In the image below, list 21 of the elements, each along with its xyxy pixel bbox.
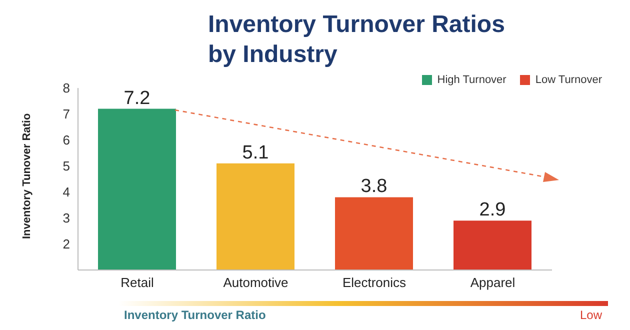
y-tick-label: 5: [62, 158, 70, 174]
y-tick-label: 7: [62, 106, 70, 122]
x-axis-title: Inventory Turnover Ratio: [124, 308, 266, 322]
data-label: 7.2: [124, 88, 150, 109]
y-tick-label: 3: [62, 210, 70, 226]
y-axis-title: Inventory Tunover Ratio: [20, 113, 33, 239]
chart-title: Inventory Turnover Ratios by Industry: [208, 10, 506, 70]
y-tick-label: 8: [62, 80, 70, 96]
x-tick-label: Automotive: [223, 275, 288, 290]
y-tick-label: 4: [62, 184, 70, 200]
legend-label: High Turnover: [436, 74, 506, 86]
x-tick-label: Apparel: [470, 275, 516, 290]
data-label: 3.8: [360, 176, 388, 198]
x-tick-label: Electronics: [342, 275, 407, 290]
data-label: 2.9: [479, 200, 506, 221]
x-tick-label: Retail: [120, 275, 154, 290]
y-tick-label: 2: [62, 236, 70, 252]
text: Low: [580, 308, 602, 322]
data-label: 5.1: [242, 142, 269, 164]
y-tick-label: 6: [62, 132, 70, 148]
legend-label: Low Turnover: [534, 74, 602, 86]
